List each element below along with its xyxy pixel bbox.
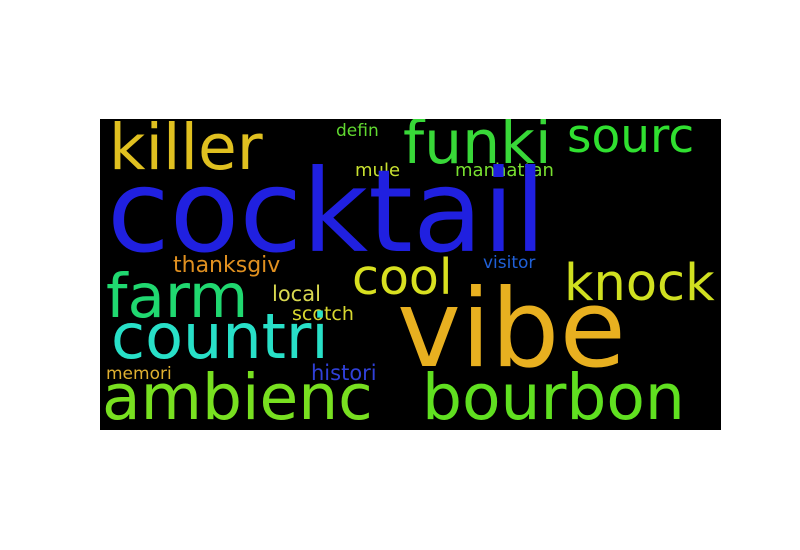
word-cool: cool: [352, 249, 453, 306]
word-killer: killer: [109, 119, 263, 184]
word-thanksgiv: thanksgiv: [173, 253, 281, 278]
word-cloud: killer funki sourc defin mule manhattan …: [100, 119, 721, 430]
word-memori: memori: [106, 364, 172, 384]
word-knock: knock: [564, 254, 715, 313]
word-local: local: [272, 282, 321, 306]
word-manhattan: manhattan: [455, 160, 554, 181]
word-bourbon: bourbon: [422, 361, 685, 430]
word-ambienc: ambienc: [102, 361, 373, 430]
word-mule: mule: [355, 160, 401, 181]
word-scotch: scotch: [292, 303, 354, 325]
word-visitor: visitor: [483, 253, 536, 273]
word-histori: histori: [311, 361, 377, 385]
word-funki: funki: [403, 119, 552, 178]
word-vibe: vibe: [397, 267, 626, 392]
word-farm: farm: [106, 261, 249, 332]
word-defin: defin: [336, 121, 379, 141]
word-countri: countri: [111, 300, 329, 373]
word-sourc: sourc: [567, 119, 695, 164]
word-cocktail: cocktail: [107, 145, 547, 278]
